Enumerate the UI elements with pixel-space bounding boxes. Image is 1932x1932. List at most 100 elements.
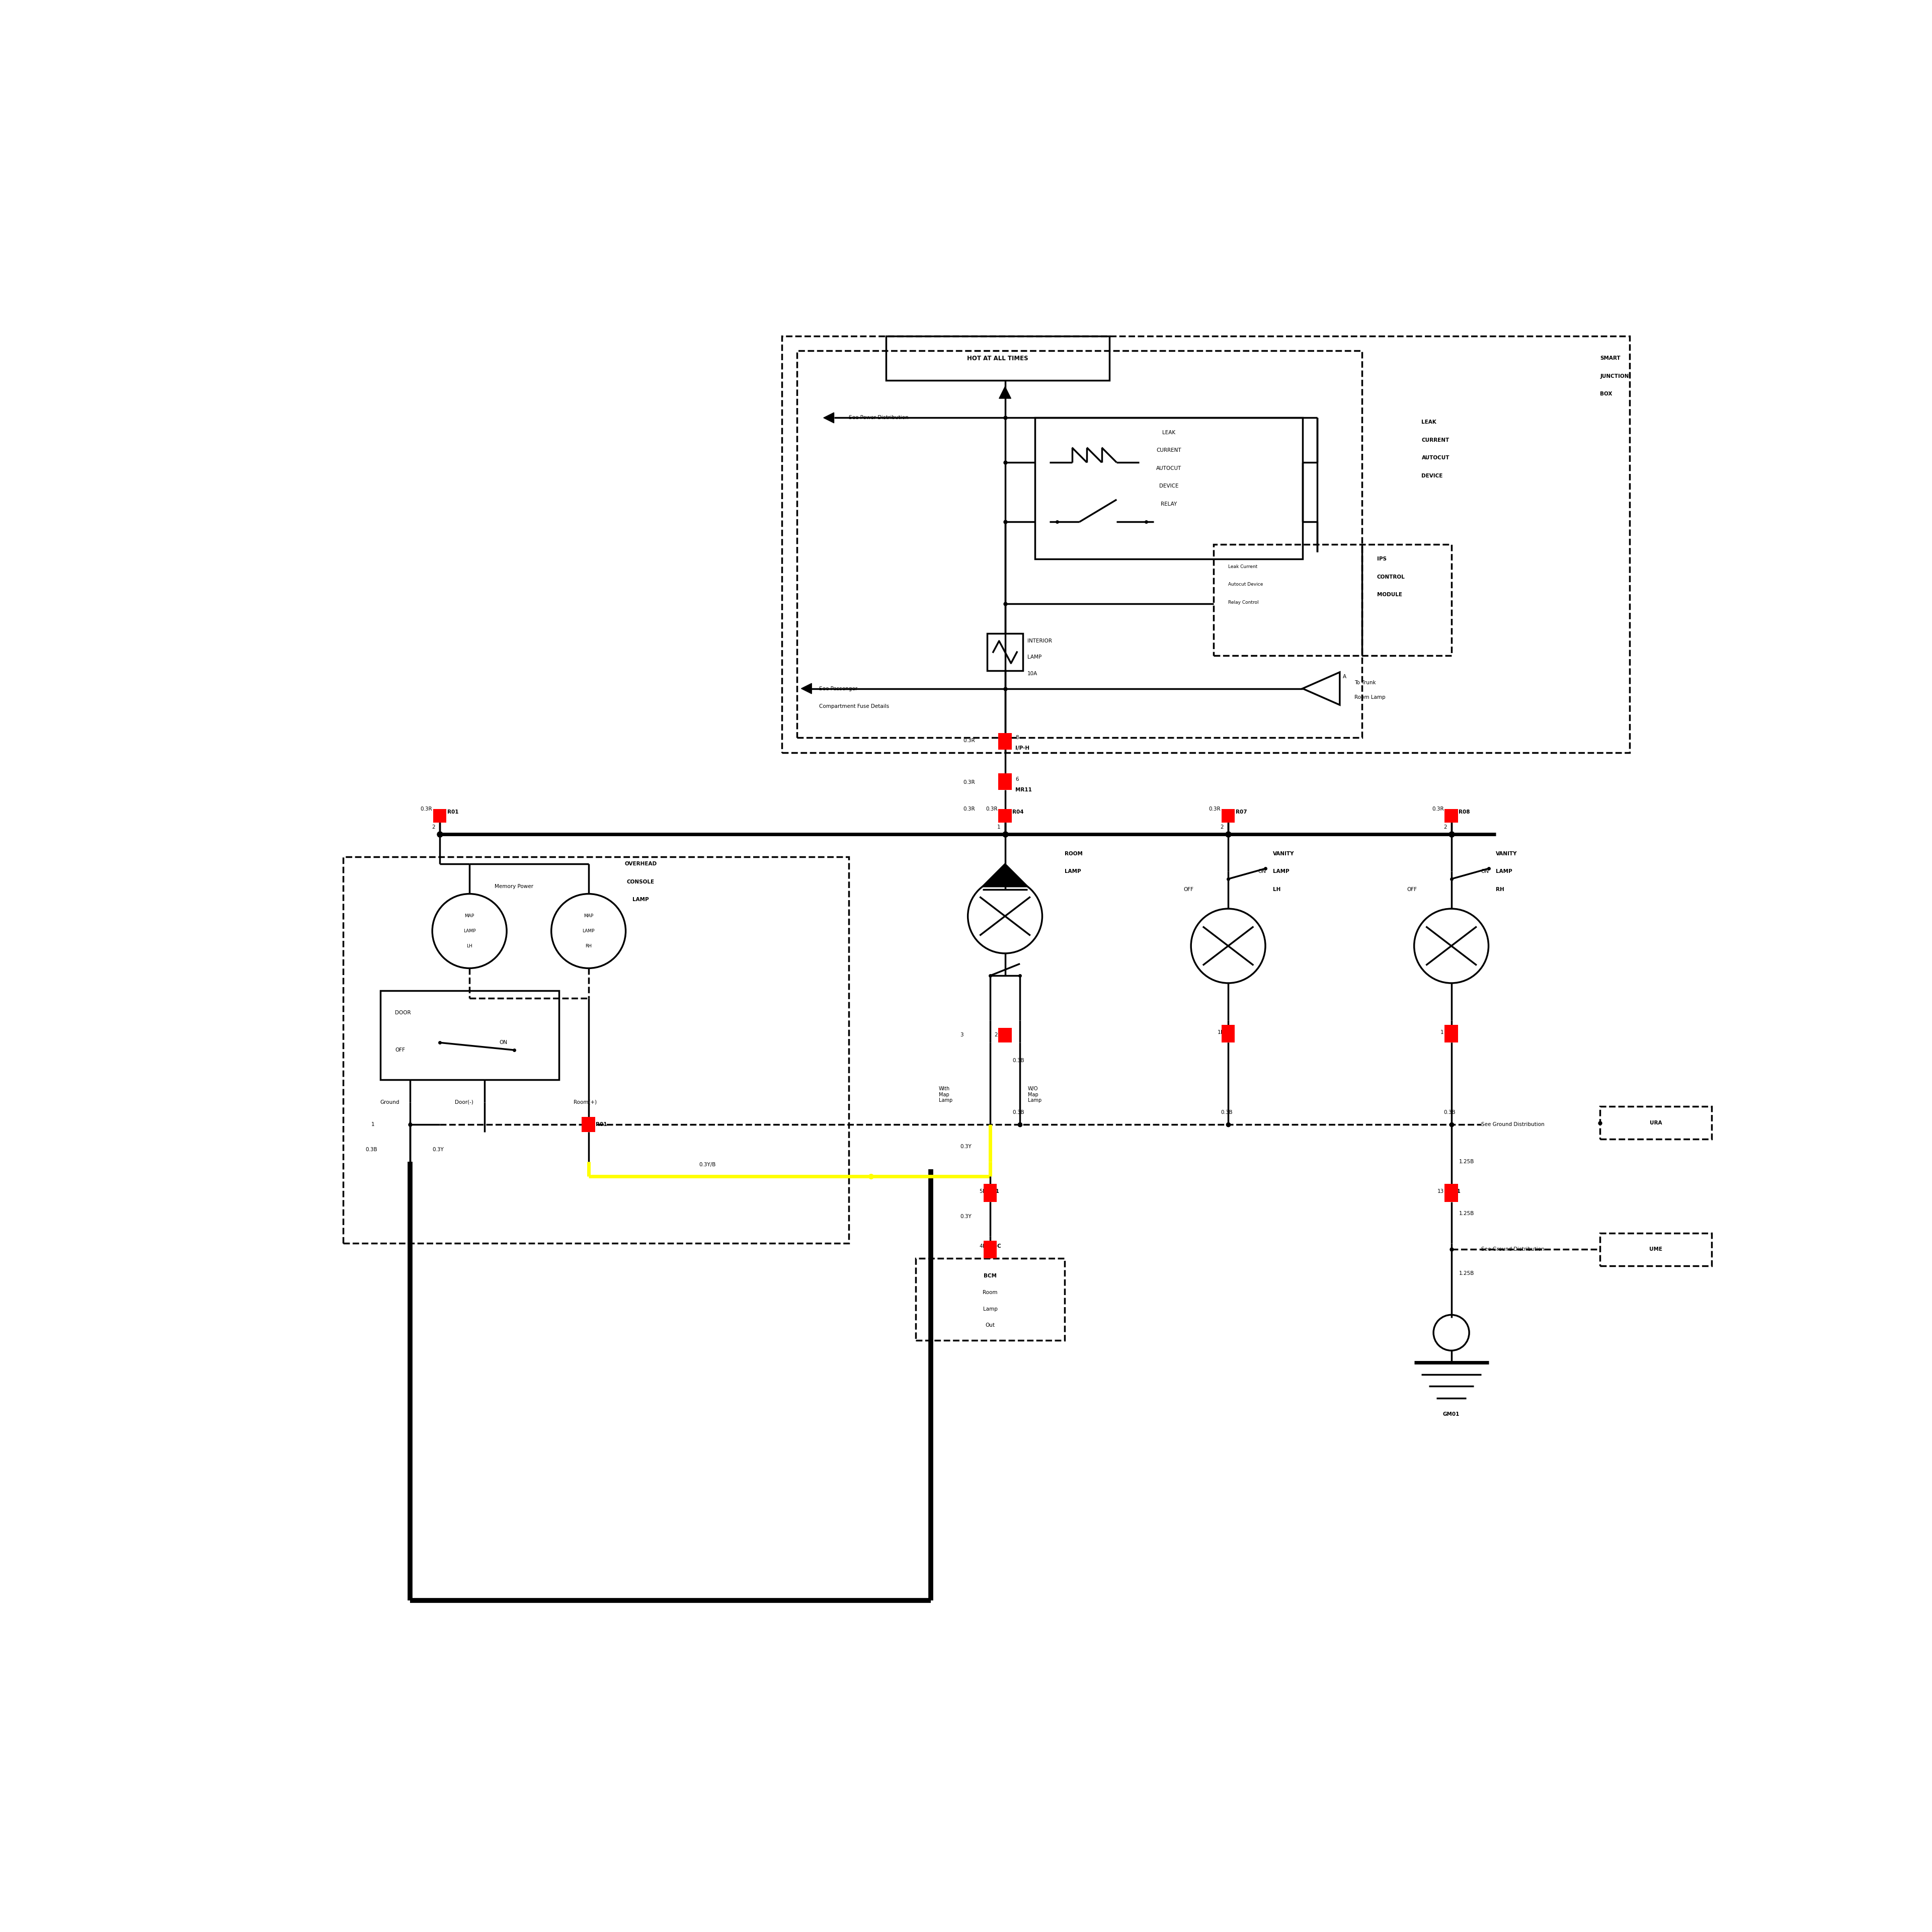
Text: R04: R04 <box>997 1032 1009 1037</box>
Text: AUTOCUT: AUTOCUT <box>1155 466 1180 471</box>
Bar <box>1036 417 1302 558</box>
Text: CURRENT: CURRENT <box>1155 448 1180 452</box>
Bar <box>1445 1184 1459 1202</box>
Text: 0.3R: 0.3R <box>964 738 976 744</box>
Bar <box>1213 545 1451 655</box>
Text: Relay Control: Relay Control <box>1229 601 1258 605</box>
Bar <box>1445 1024 1459 1043</box>
Bar <box>916 1258 1065 1341</box>
Text: LH: LH <box>1273 887 1281 893</box>
Text: HOT AT ALL TIMES: HOT AT ALL TIMES <box>968 355 1028 361</box>
Text: Out: Out <box>985 1323 995 1327</box>
Text: MODULE: MODULE <box>1378 593 1403 597</box>
Text: VANITY: VANITY <box>1273 852 1294 856</box>
Text: UME: UME <box>1650 1246 1662 1252</box>
Text: R08: R08 <box>1443 1030 1455 1036</box>
Text: URA: URA <box>1650 1121 1662 1126</box>
Text: See Passenger: See Passenger <box>819 686 858 692</box>
Text: W/O
Map
Lamp: W/O Map Lamp <box>1028 1086 1041 1103</box>
Text: 0.3B: 0.3B <box>1221 1111 1233 1115</box>
Bar <box>887 336 1109 381</box>
Text: Compartment Fuse Details: Compartment Fuse Details <box>819 703 889 709</box>
Text: RH: RH <box>585 943 591 949</box>
Bar <box>999 810 1012 823</box>
Text: 0.3B: 0.3B <box>365 1148 377 1151</box>
Bar <box>1221 810 1235 823</box>
Text: 1: 1 <box>1441 1030 1443 1036</box>
Text: Lamp: Lamp <box>983 1306 997 1312</box>
Text: 0.3R: 0.3R <box>1209 806 1221 811</box>
Text: A: A <box>1343 674 1347 680</box>
Text: 3: 3 <box>408 1122 412 1126</box>
Text: 1: 1 <box>997 825 1001 829</box>
Text: 10A: 10A <box>1028 670 1037 676</box>
Text: 6: 6 <box>1016 777 1018 782</box>
Bar <box>344 856 848 1244</box>
Text: OVERHEAD: OVERHEAD <box>624 862 657 867</box>
Text: IPS: IPS <box>1378 556 1387 562</box>
Polygon shape <box>983 864 1028 887</box>
Text: 2: 2 <box>1221 825 1223 829</box>
Text: 1.25B: 1.25B <box>1459 1271 1474 1275</box>
Text: 2: 2 <box>433 825 435 829</box>
Text: R04: R04 <box>1012 810 1024 815</box>
Bar <box>782 336 1631 753</box>
Text: 0.3B: 0.3B <box>1012 1059 1024 1063</box>
Text: MAP: MAP <box>464 914 475 918</box>
Bar <box>433 810 446 823</box>
Bar <box>1600 1233 1712 1265</box>
Text: MR11: MR11 <box>1016 786 1032 792</box>
Text: GM01: GM01 <box>1443 1412 1461 1416</box>
Text: SMART: SMART <box>1600 355 1621 361</box>
Text: DEVICE: DEVICE <box>1159 483 1179 489</box>
Text: ROOM: ROOM <box>1065 852 1082 856</box>
Text: LEAK: LEAK <box>1161 431 1175 435</box>
Text: LAMP: LAMP <box>582 929 595 933</box>
Text: LEAK: LEAK <box>1422 419 1437 425</box>
Text: 4: 4 <box>980 1244 983 1248</box>
Text: MR11: MR11 <box>1443 1188 1461 1194</box>
Text: Room: Room <box>983 1291 997 1294</box>
Text: AUTOCUT: AUTOCUT <box>1422 456 1449 460</box>
Text: MAP: MAP <box>583 914 593 918</box>
Text: CONSOLE: CONSOLE <box>626 879 655 885</box>
Text: Room(+): Room(+) <box>574 1099 597 1105</box>
Text: 2: 2 <box>995 1032 997 1037</box>
Text: DOOR: DOOR <box>394 1010 412 1016</box>
Text: 4: 4 <box>582 1122 583 1126</box>
Text: See Ground Distribution: See Ground Distribution <box>1482 1246 1544 1252</box>
Text: 0.3Y/B: 0.3Y/B <box>699 1161 717 1167</box>
Text: Room Lamp: Room Lamp <box>1354 696 1385 699</box>
Text: M02-C: M02-C <box>983 1244 1001 1248</box>
Text: ON: ON <box>1482 869 1490 873</box>
Text: 5: 5 <box>980 1188 983 1194</box>
Text: Ground: Ground <box>381 1099 400 1105</box>
Text: 1.25B: 1.25B <box>1459 1159 1474 1165</box>
Bar <box>1445 810 1459 823</box>
Text: INTERIOR: INTERIOR <box>1028 638 1053 643</box>
Text: 0.3R: 0.3R <box>985 806 997 811</box>
Text: BCM: BCM <box>983 1273 997 1279</box>
Text: 2: 2 <box>1443 825 1447 829</box>
Text: 1: 1 <box>371 1122 375 1126</box>
Text: 0.3B: 0.3B <box>1012 1111 1024 1115</box>
Polygon shape <box>802 684 811 694</box>
Text: 0.3Y: 0.3Y <box>960 1213 972 1219</box>
Text: ON: ON <box>1258 869 1265 873</box>
Text: OFF: OFF <box>1406 887 1416 893</box>
Text: R01: R01 <box>446 810 458 815</box>
Text: CURRENT: CURRENT <box>1422 437 1449 442</box>
Bar <box>1600 1107 1712 1140</box>
Text: ON: ON <box>498 1039 508 1045</box>
Text: Leak Current: Leak Current <box>1229 564 1258 568</box>
Text: R07: R07 <box>1221 1030 1233 1036</box>
Text: LH: LH <box>466 943 473 949</box>
Text: 0.3B: 0.3B <box>1443 1111 1457 1115</box>
Bar <box>381 991 558 1080</box>
Text: See Power Distribution: See Power Distribution <box>848 415 908 421</box>
Text: R07: R07 <box>1236 810 1246 815</box>
Bar <box>999 773 1012 790</box>
Text: OFF: OFF <box>394 1047 406 1053</box>
Text: To Trunk: To Trunk <box>1354 680 1376 686</box>
Text: R08: R08 <box>1459 810 1470 815</box>
